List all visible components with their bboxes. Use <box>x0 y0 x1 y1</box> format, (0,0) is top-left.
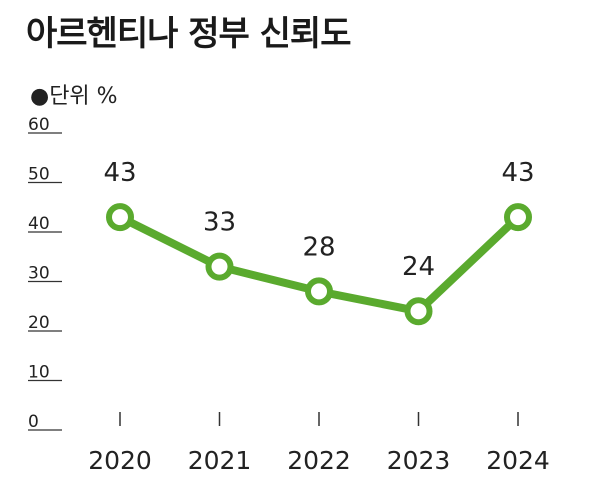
y-tick-label: 10 <box>28 363 50 383</box>
series-area <box>106 203 532 326</box>
x-tick-label: 2022 <box>287 446 351 475</box>
y-tick-label: 40 <box>28 214 50 234</box>
data-label: 43 <box>501 158 534 188</box>
y-tick-label: 20 <box>28 313 50 333</box>
y-tick-label: 0 <box>28 412 39 432</box>
chart-title: 아르헨티나 정부 신뢰도 <box>26 14 351 54</box>
data-point-marker <box>404 297 433 326</box>
y-tick-label: 30 <box>28 264 50 284</box>
x-tick-label: 2024 <box>486 446 550 475</box>
y-tick-label: 50 <box>28 165 50 185</box>
data-point-marker <box>106 203 134 232</box>
x-tick-label: 2020 <box>88 446 152 475</box>
unit-label: ●단위 % <box>30 84 118 109</box>
data-label: 28 <box>302 232 335 262</box>
data-point-marker <box>504 203 532 232</box>
x-tick-label: 2021 <box>188 446 252 475</box>
data-label: 24 <box>402 252 435 282</box>
y-tick-label: 60 <box>28 115 50 135</box>
data-point-marker <box>305 277 333 306</box>
data-label: 43 <box>103 158 136 188</box>
data-labels: 43 33 28 24 43 <box>103 158 534 282</box>
y-axis: 0 10 20 30 40 50 60 <box>28 115 62 432</box>
data-point-marker <box>205 252 234 281</box>
data-label: 33 <box>203 208 236 238</box>
x-tick-label: 2023 <box>387 446 451 475</box>
x-axis: 2020 2021 2022 2023 2024 <box>88 412 550 475</box>
